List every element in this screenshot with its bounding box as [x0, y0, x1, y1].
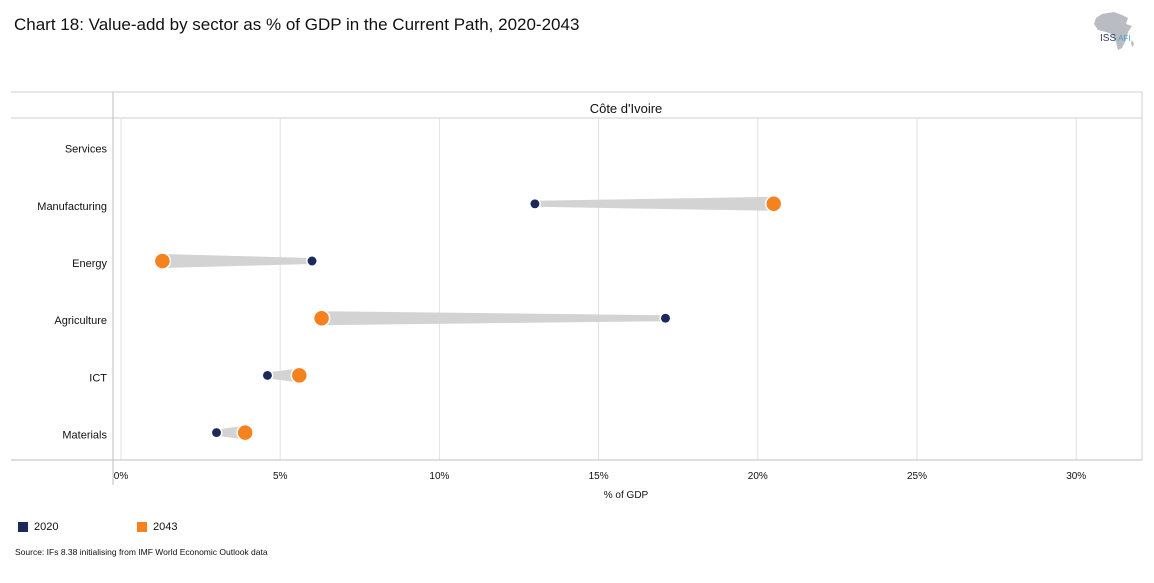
axes [11, 92, 1143, 485]
x-tick-label: 25% [907, 471, 927, 482]
logo-text: ISS AFI [1100, 33, 1131, 44]
legend-label-2020: 2020 [34, 521, 59, 533]
point-2020-agriculture [659, 312, 672, 325]
x-tick-label: 20% [748, 471, 768, 482]
legend-item-2020: 2020 [18, 521, 58, 533]
logo-sub: AFI [1118, 34, 1131, 43]
panel-title: Côte d'Ivoire [590, 101, 663, 116]
category-label: ICT [89, 372, 107, 384]
africa-map-icon [1094, 12, 1134, 50]
category-labels: Services Manufacturing Energy Agriculture IC… [37, 144, 107, 442]
x-tick-label: 5% [273, 471, 288, 482]
connector-agriculture [321, 311, 666, 326]
connector-manufacturing [534, 196, 774, 211]
category-label: Services [65, 144, 108, 156]
point-2043-energy [153, 252, 172, 270]
legend-item-2043: 2043 [137, 521, 177, 533]
dumbbell-marks [153, 195, 783, 442]
point-2043-materials [236, 423, 254, 442]
point-2020-materials [210, 426, 223, 439]
x-tick-label: 0% [114, 471, 129, 482]
source-note: Source: IFs 8.38 initialising from IMF W… [15, 547, 268, 557]
connector-energy [162, 254, 313, 268]
category-label: Agriculture [54, 315, 107, 327]
category-label: Energy [72, 258, 107, 270]
point-2020-manufacturing [528, 197, 541, 210]
point-2043-agriculture [312, 309, 331, 327]
x-axis-label: % of GDP [604, 490, 649, 501]
x-tick-labels: 0%5%10%15%20%25%30%35%40%45%50%55%60% [114, 471, 1087, 482]
gridlines [120, 118, 1077, 460]
point-2020-ict [261, 369, 274, 382]
x-tick-label: 10% [429, 471, 449, 482]
x-tick-label: 30% [1066, 471, 1086, 482]
category-label: Manufacturing [37, 201, 107, 213]
legend-swatch-2043 [137, 522, 147, 532]
x-tick-label: 15% [589, 471, 609, 482]
point-2043-manufacturing [764, 195, 783, 213]
legend-label-2043: 2043 [153, 521, 178, 533]
point-2020-energy [306, 255, 318, 267]
legend-swatch-2020 [18, 522, 28, 532]
point-2043-ict [290, 366, 309, 385]
category-label: Materials [62, 430, 107, 442]
logo-name: ISS [1100, 33, 1117, 44]
chart-title: Chart 18: Value-add by sector as % of GD… [14, 15, 580, 34]
